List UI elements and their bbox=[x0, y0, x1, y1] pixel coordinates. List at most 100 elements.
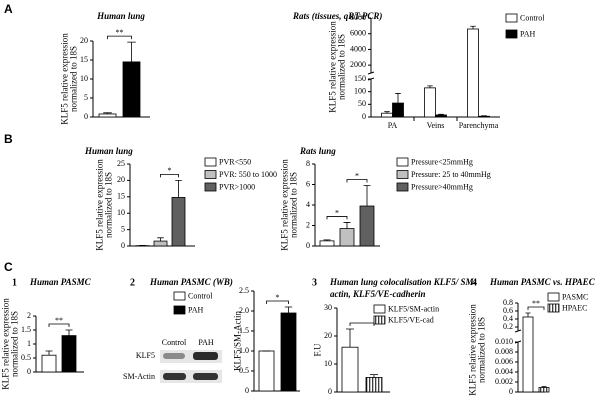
y-tick-label: 1.0 bbox=[239, 346, 249, 355]
y-tick-label: 4 bbox=[306, 200, 310, 209]
y-tick-label: 0.006 bbox=[495, 357, 513, 366]
bar bbox=[435, 114, 447, 118]
legend-label: Pressure>40mmHg bbox=[411, 182, 473, 191]
legend-swatch bbox=[173, 305, 186, 315]
significance-bracket bbox=[349, 322, 375, 326]
y-tick-label: 6000 bbox=[350, 29, 366, 38]
bar bbox=[392, 102, 404, 118]
chart-title: Human lung colocalisation KLF5/ SM-actin… bbox=[330, 277, 477, 299]
y-tick-label: 0 bbox=[245, 386, 249, 395]
panel-number: 3 bbox=[312, 277, 317, 288]
error-bar bbox=[103, 112, 112, 114]
legend-label: PVR>1000 bbox=[219, 182, 255, 191]
y-tick-label: 10 bbox=[117, 208, 125, 217]
panel-label: C bbox=[4, 260, 13, 274]
bar bbox=[61, 335, 77, 373]
legend-swatch bbox=[373, 304, 386, 314]
blot-band bbox=[193, 352, 218, 360]
y-tick-label: 5 bbox=[84, 93, 88, 102]
panel-label: A bbox=[4, 2, 13, 16]
y-tick-label: 0.8 bbox=[503, 298, 513, 307]
error-bar bbox=[343, 222, 351, 229]
chart-title: Human PASMC vs. HPAEC bbox=[489, 277, 596, 287]
chart-title: Human PASMC (WB) bbox=[149, 277, 233, 287]
legend-label: Control bbox=[520, 13, 545, 22]
error-bar bbox=[370, 374, 378, 378]
chart-title: Rats (tissues, qRT-PCR) bbox=[292, 11, 382, 21]
chart-title: Human lung bbox=[84, 146, 133, 156]
legend-label: PASMC bbox=[562, 292, 588, 301]
error-bar bbox=[346, 328, 354, 348]
y-tick-label: 0.008 bbox=[495, 347, 513, 356]
legend-label: Pressure<25mmHg bbox=[411, 157, 473, 166]
y-tick-label: 15 bbox=[80, 55, 88, 64]
y-tick-label: 8 bbox=[306, 159, 310, 168]
error-bar bbox=[481, 115, 487, 117]
legend-swatch bbox=[505, 29, 518, 39]
blot-row-label: SM-Actin bbox=[123, 372, 155, 381]
error-bar bbox=[127, 41, 136, 62]
error-bar bbox=[323, 239, 331, 241]
bar bbox=[122, 61, 141, 118]
bar bbox=[339, 228, 355, 247]
blot-band bbox=[163, 373, 186, 380]
bar bbox=[171, 197, 186, 247]
y-axis-label: KLF5 relative expression normalized to 1… bbox=[59, 33, 79, 125]
y-tick-label: 0.010 bbox=[495, 337, 513, 346]
legend-label: PAH bbox=[520, 29, 535, 38]
bar bbox=[467, 28, 479, 118]
x-tick-label: Parenchyma bbox=[459, 121, 499, 130]
error-bar bbox=[525, 312, 531, 317]
significance-label: * bbox=[335, 208, 339, 217]
y-axis-label: KLF5 relative expression normalized to 1… bbox=[94, 159, 114, 251]
legend-label: Control bbox=[188, 291, 213, 300]
y-tick-label: 10 bbox=[80, 74, 88, 83]
blot-band bbox=[193, 373, 218, 380]
legend-swatch bbox=[547, 292, 560, 302]
chart-title: Human PASMC bbox=[29, 277, 92, 287]
chart-title: Human lung bbox=[96, 11, 145, 21]
legend-label: HPAEC bbox=[562, 303, 588, 312]
significance-label: * bbox=[276, 293, 280, 302]
y-axis-label: KLF5/SM-Actin bbox=[232, 311, 243, 372]
bar bbox=[381, 112, 393, 118]
y-tick-label: 50 bbox=[358, 99, 366, 108]
error-bar bbox=[384, 111, 390, 114]
y-tick-label: 4000 bbox=[350, 44, 366, 53]
y-tick-label: 5 bbox=[121, 224, 125, 233]
legend-swatch bbox=[505, 13, 518, 23]
significance-bracket bbox=[266, 300, 289, 304]
bar bbox=[424, 87, 436, 118]
y-tick-label: 25 bbox=[117, 159, 125, 168]
significance-bracket bbox=[527, 306, 545, 310]
y-tick-label: 100 bbox=[354, 86, 366, 95]
significance-label: ** bbox=[532, 299, 540, 308]
western-blot: KLF5 SM-Actin Control PAH bbox=[123, 338, 222, 383]
significance-bracket bbox=[346, 179, 368, 183]
bar bbox=[319, 240, 335, 247]
error-bar bbox=[363, 185, 371, 207]
legend-swatch bbox=[204, 157, 217, 167]
error-bar bbox=[395, 93, 401, 104]
axis-break bbox=[367, 71, 375, 75]
y-tick-label: 1.5 bbox=[21, 325, 31, 334]
y-tick-label: 20 bbox=[324, 331, 332, 340]
x-tick-label: Veins bbox=[427, 121, 445, 130]
y-tick-label: 30 bbox=[324, 303, 332, 312]
error-bar bbox=[65, 329, 73, 336]
bar bbox=[365, 377, 383, 393]
bar bbox=[98, 113, 117, 118]
significance-bracket bbox=[160, 174, 179, 178]
y-tick-label: 0.004 bbox=[495, 367, 513, 376]
legend-swatch bbox=[396, 170, 409, 179]
y-axis-label: KLF5 relative expression normalized to 1… bbox=[279, 159, 299, 251]
bar bbox=[538, 387, 550, 393]
blot-lane-label: Control bbox=[162, 338, 187, 347]
legend-swatch bbox=[204, 182, 217, 192]
x-tick-label: PA bbox=[388, 121, 398, 130]
y-tick-label: 0.6 bbox=[503, 306, 513, 315]
legend-swatch bbox=[204, 170, 217, 179]
error-bar bbox=[427, 85, 433, 88]
